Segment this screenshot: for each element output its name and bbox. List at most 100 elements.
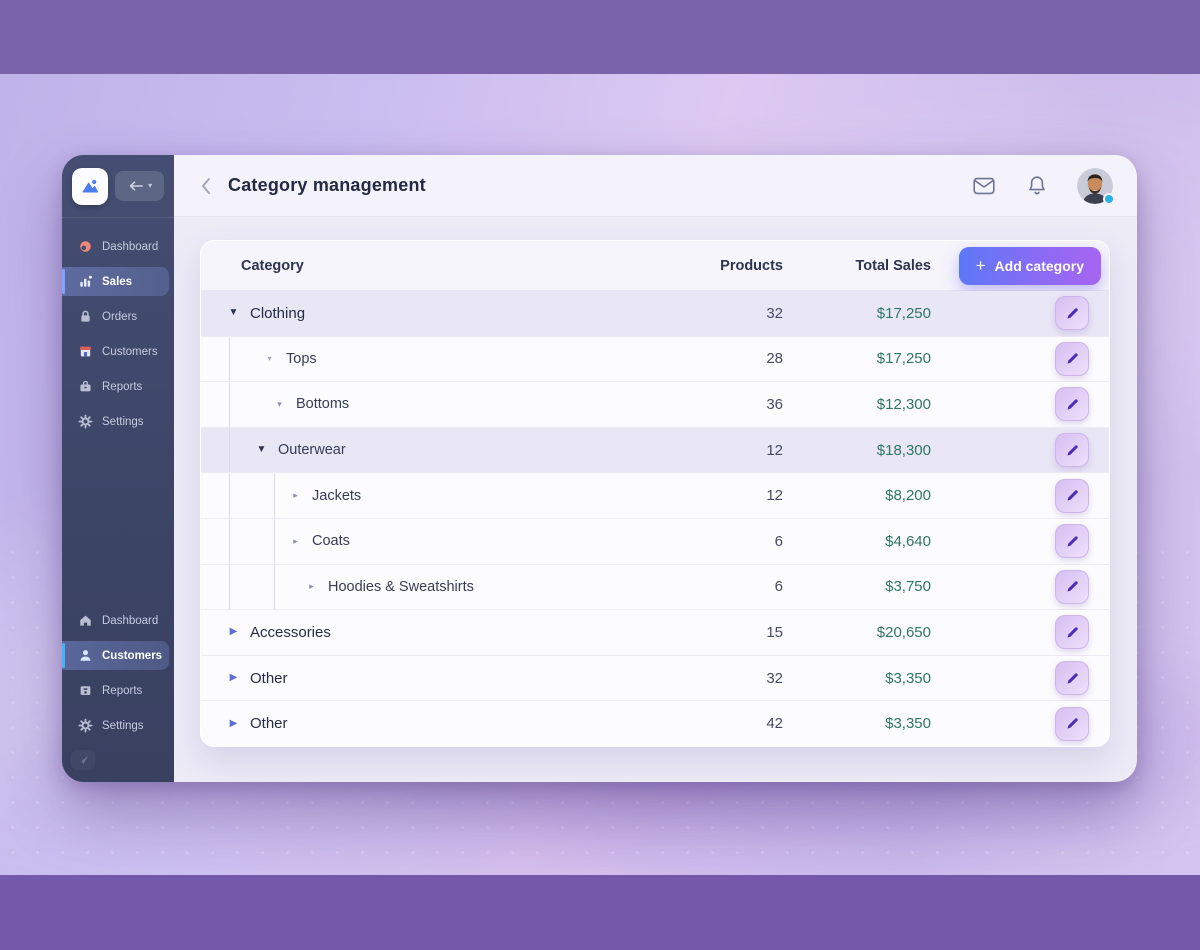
caret-icon[interactable]: ▸ [293,535,298,546]
table-row-outerwear[interactable]: ▼ Outerwear 12 $18,300 [201,427,1109,474]
sidebar-item-customers-2[interactable]: Customers [62,641,169,670]
table-row-clothing[interactable]: ▼ Clothing 32 $17,250 [201,291,1109,337]
background-band-top [0,0,1200,74]
sidebar-item-settings[interactable]: Settings [62,407,169,436]
mail-button[interactable] [971,173,997,199]
products-value: 32 [766,304,783,322]
category-label: Bottoms [296,396,350,413]
table-row-other-1[interactable]: ▶ Other 32 $3,350 [201,655,1109,702]
edit-category-button[interactable] [1055,478,1089,513]
table-body: ▼ Clothing 32 $17,250 ▾ Tops [201,291,1109,746]
pencil-icon [1066,399,1078,410]
caret-collapsed-icon[interactable]: ▶ [229,717,238,729]
sidebar-item-label: Customers [102,345,158,358]
sidebar-item-label: Customers [102,649,163,662]
total-sales-value: $3,750 [885,578,931,596]
donut-chart-icon [78,239,93,254]
table-row-jackets[interactable]: ▸ Jackets 12 $8,200 [201,473,1109,519]
table-row-tops[interactable]: ▾ Tops 28 $17,250 [201,336,1109,383]
back-button[interactable] [192,172,220,200]
caret-icon[interactable]: ▸ [293,490,298,501]
edit-category-button[interactable] [1055,387,1089,422]
briefcase-icon [78,379,93,394]
storefront-icon [78,344,93,359]
edit-category-button[interactable] [1055,569,1089,604]
pencil-icon [1066,308,1078,319]
edit-category-button[interactable] [1055,524,1089,559]
caret-collapsed-icon[interactable]: ▶ [229,672,238,684]
products-value: 12 [766,487,783,505]
sidebar-item-settings-2[interactable]: Settings [62,711,169,740]
sidebar-item-dashboard-2[interactable]: Dashboard [62,606,169,635]
app-logo[interactable] [72,167,109,205]
lock-icon [78,309,93,324]
background-band-bottom [0,875,1200,950]
edit-category-button[interactable] [1055,706,1089,741]
sidebar-item-reports[interactable]: Reports [62,372,169,401]
products-value: 12 [766,441,783,459]
pencil-icon [1066,444,1078,456]
caret-icon[interactable]: ▾ [277,398,282,409]
pencil-icon [1066,536,1078,547]
caret-expanded-icon[interactable]: ▼ [228,307,239,319]
add-category-label: Add category [994,257,1084,274]
edit-category-button[interactable] [1055,433,1089,468]
caret-collapsed-icon[interactable]: ▶ [229,626,238,638]
sidebar-item-orders[interactable]: Orders [62,302,169,331]
home-icon [78,613,93,628]
sidebar-collapse-toggle[interactable]: ▾ [115,171,164,201]
chevron-left-icon [202,177,210,194]
caret-icon[interactable]: ▸ [309,581,314,592]
tree-guide-line [229,427,230,473]
category-label: Other [250,669,288,687]
tree-guide-line [274,518,275,564]
total-sales-value: $3,350 [885,669,931,687]
edit-category-button[interactable] [1055,661,1089,696]
sidebar-item-dashboard[interactable]: Dashboard [62,232,169,261]
sidebar-item-customers[interactable]: Customers [62,337,169,366]
send-shortcut-button[interactable] [71,750,95,770]
table-row-hoodies-sweatshirts[interactable]: ▸ Hoodies & Sweatshirts 6 $3,750 [201,564,1109,611]
category-cell: ▾ Tops [201,336,663,382]
category-cell: ▸ Hoodies & Sweatshirts [201,564,663,610]
plus-icon: + [975,256,986,275]
add-category-button[interactable]: + Add category [958,246,1101,285]
category-label: Tops [286,350,317,367]
notifications-button[interactable] [1024,173,1050,199]
sidebar-item-label: Settings [102,415,144,428]
products-value: 6 [774,578,783,596]
mail-icon [973,177,995,194]
user-avatar[interactable] [1077,167,1115,205]
caret-expanded-icon[interactable]: ▼ [256,444,267,456]
table-row-coats[interactable]: ▸ Coats 6 $4,640 [201,518,1109,565]
sidebar-item-reports-2[interactable]: Reports [62,676,169,705]
caret-icon[interactable]: ▾ [267,353,272,363]
edit-category-button[interactable] [1055,341,1089,376]
sidebar-item-sales[interactable]: Sales [62,267,169,296]
table-row-accessories[interactable]: ▶ Accessories 15 $20,650 [201,610,1109,656]
column-header-products: Products [720,257,783,274]
products-value: 6 [774,532,783,550]
tree-guide-line [229,564,230,610]
edit-category-button[interactable] [1055,296,1089,331]
bar-chart-icon [78,274,93,289]
sidebar-item-label: Dashboard [102,614,159,627]
category-cell: ▼ Outerwear [201,427,663,473]
table-row-other-2[interactable]: ▶ Other 42 $3,350 [201,701,1109,746]
table-row-bottoms[interactable]: ▾ Bottoms 36 $12,300 [201,382,1109,428]
category-label: Outerwear [278,442,346,459]
main-area: Category management [174,155,1137,782]
archive-icon [78,683,93,698]
chevron-down-icon: ▾ [148,181,153,190]
total-sales-value: $18,300 [876,441,931,459]
sidebar-header: ▾ [62,155,174,218]
gear-icon [78,414,93,429]
sidebar-item-label: Reports [102,380,143,393]
category-cell: ▶ Other [201,656,663,701]
edit-category-button[interactable] [1055,615,1089,650]
total-sales-value: $12,300 [876,395,931,413]
gear-icon [78,718,93,733]
products-value: 36 [766,395,783,413]
products-value: 32 [766,669,783,687]
category-label: Other [250,715,288,733]
